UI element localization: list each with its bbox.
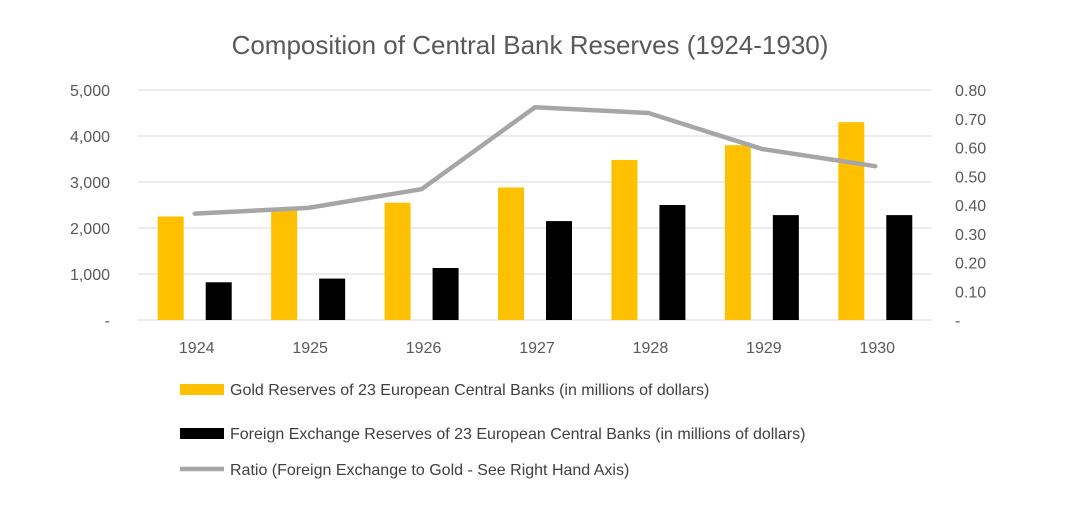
fx-reserve-bar <box>205 282 232 320</box>
gridlines <box>138 89 932 321</box>
ratio-point <box>421 188 423 190</box>
fx-reserve-bar <box>772 215 799 320</box>
x-axis-tick-label: 1924 <box>179 340 215 357</box>
fx-reserve-bar <box>886 215 913 320</box>
fx-reserve-bar <box>432 268 459 320</box>
legend-label: Gold Reserves of 23 European Central Ban… <box>230 382 709 399</box>
right-axis-tick-label: 0.80 <box>955 83 986 100</box>
ratio-point <box>194 213 196 215</box>
gold-reserve-bar <box>384 202 411 320</box>
fx-reserve-bar <box>546 221 572 320</box>
right-axis-tick-label: 0.60 <box>955 141 986 158</box>
legend-label: Foreign Exchange Reserves of 23 European… <box>230 426 805 443</box>
right-axis-tick-label: 0.50 <box>955 169 986 186</box>
legend: Gold Reserves of 23 European Central Ban… <box>180 382 805 479</box>
legend-swatch-gold <box>180 384 224 395</box>
gold-reserve-bar <box>611 159 638 320</box>
x-axis-tick-label: 1925 <box>292 340 328 357</box>
ratio-line-layer <box>192 105 878 216</box>
axes: - 1,000 2,000 3,000 4,000 5,000 - 0.10 0.20 0.30 0… <box>70 83 986 357</box>
x-axis-tick-label: 1928 <box>633 340 669 357</box>
left-axis-tick-label: 4,000 <box>70 129 110 146</box>
bars <box>157 122 913 320</box>
ratio-point <box>307 207 309 209</box>
right-axis-tick-label: 0.30 <box>955 227 986 244</box>
x-axis-tick-label: 1927 <box>519 340 555 357</box>
gold-reserve-bar <box>157 216 184 320</box>
right-axis-tick-label: 0.40 <box>955 198 986 215</box>
gold-reserve-bar <box>498 187 524 320</box>
left-axis-tick-label: - <box>105 313 110 330</box>
ratio-point <box>534 106 536 108</box>
fx-reserve-bar <box>659 205 686 320</box>
chart-title: Composition of Central Bank Reserves (19… <box>232 30 829 60</box>
ratio-point <box>874 165 876 167</box>
right-axis-tick-label: 0.70 <box>955 112 986 129</box>
gold-reserve-bar <box>724 145 751 320</box>
left-axis-tick-label: 5,000 <box>70 83 110 100</box>
left-axis-tick-label: 3,000 <box>70 175 110 192</box>
ratio-point <box>761 148 763 150</box>
x-axis-tick-label: 1929 <box>746 340 782 357</box>
ratio-line <box>192 105 878 216</box>
x-axis-tick-label: 1926 <box>406 340 442 357</box>
right-axis-tick-label: 0.10 <box>955 284 986 301</box>
gold-reserve-bar <box>838 122 865 320</box>
legend-label: Ratio (Foreign Exchange to Gold - See Ri… <box>230 462 629 479</box>
gold-reserve-bar <box>271 209 298 320</box>
left-axis-tick-label: 2,000 <box>70 221 110 238</box>
right-axis-tick-label: 0.20 <box>955 256 986 273</box>
left-axis-tick-label: 1,000 <box>70 267 110 284</box>
legend-swatch-fx <box>180 428 224 439</box>
right-axis-tick-label: - <box>955 313 960 330</box>
fx-reserve-bar <box>319 278 346 320</box>
ratio-point <box>647 112 649 114</box>
x-axis-tick-label: 1930 <box>859 340 895 357</box>
